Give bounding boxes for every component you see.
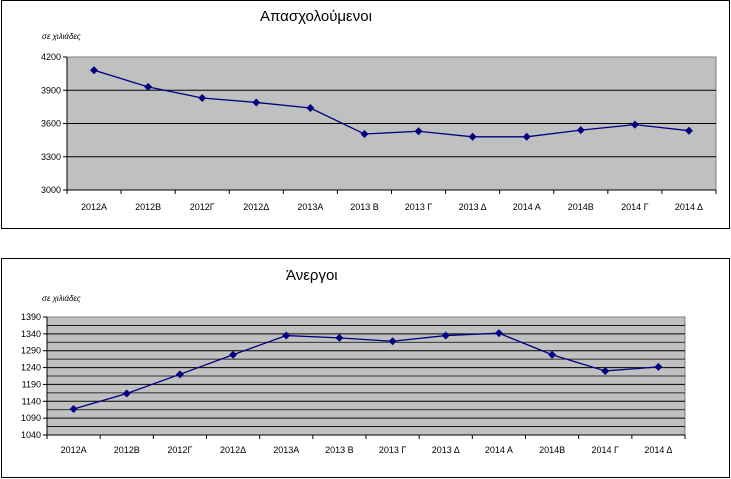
chart1-y-tick-label: 3300 bbox=[41, 152, 61, 162]
chart2-data-point bbox=[441, 331, 450, 340]
employed-chart-panel: Απασχολούμενοι σε χιλιάδες 3000 3300 3600 3… bbox=[1, 0, 730, 229]
chart1-data-point bbox=[360, 130, 369, 139]
chart1-data-point bbox=[522, 132, 531, 141]
chart2-data-point bbox=[654, 362, 663, 371]
chart2-y-tick-label: 1340 bbox=[21, 329, 41, 339]
chart2-y-tick-label: 1090 bbox=[21, 413, 41, 423]
chart2-x-tick-label: 2012A bbox=[61, 445, 87, 455]
chart2-series-line bbox=[73, 332, 659, 410]
chart2-y-tick-label: 1240 bbox=[21, 363, 41, 373]
chart2-x-tick-label: 2014B bbox=[539, 445, 565, 455]
chart1-x-tick-label: 2013 B bbox=[350, 202, 379, 212]
unemployed-chart-panel: Άνεργοι σε χιλιάδες 1040 1090 1140 1190 1240… bbox=[1, 258, 730, 478]
chart1-y-tick-label: 3900 bbox=[41, 85, 61, 95]
chart1-x-tick-label: 2014 A bbox=[513, 202, 541, 212]
chart2-data-point bbox=[175, 370, 184, 379]
chart1-data-point bbox=[252, 98, 261, 107]
chart1-x-tick-label: 2014B bbox=[568, 202, 594, 212]
chart1-data-point bbox=[306, 103, 315, 112]
chart1-x-tick-label: 2014 Δ bbox=[675, 202, 703, 212]
chart2-y-tick-label: 1040 bbox=[21, 430, 41, 440]
employed-chart: Απασχολούμενοι σε χιλιάδες 3000 3300 3600 3… bbox=[41, 8, 717, 212]
chart1-series-line bbox=[93, 69, 690, 138]
unemployed-y-unit: σε χιλιάδες bbox=[42, 294, 81, 303]
chart1-data-point bbox=[414, 127, 423, 136]
unemployed-chart-title: Άνεργοι bbox=[286, 267, 338, 284]
chart1-x-tick-label: 2012Γ bbox=[190, 202, 215, 212]
chart2-x-tick-label: 2014 A bbox=[485, 445, 513, 455]
chart1-x-tick-label: 2012B bbox=[135, 202, 161, 212]
chart2-x-tick-label: 2013 Δ bbox=[432, 445, 460, 455]
chart2-data-point bbox=[388, 337, 397, 346]
chart1-x-tick-label: 2013 Δ bbox=[459, 202, 487, 212]
chart1-x-tick-label: 2013A bbox=[297, 202, 323, 212]
chart2-y-tick-label: 1140 bbox=[22, 396, 41, 406]
chart2-y-tick-label: 1190 bbox=[22, 379, 41, 389]
chart1-data-point bbox=[198, 94, 207, 103]
chart2-data-point bbox=[601, 366, 610, 375]
chart1-data-point bbox=[630, 120, 639, 129]
employed-chart-title: Απασχολούμενοι bbox=[260, 8, 372, 25]
chart2-x-tick-label: 2012B bbox=[114, 445, 140, 455]
chart2-x-tick-label: 2014 Γ bbox=[592, 445, 620, 455]
chart1-data-point bbox=[144, 82, 153, 91]
chart2-data-point bbox=[335, 333, 344, 342]
chart2-x-tick-label: 2013 B bbox=[325, 445, 354, 455]
chart2-data-point bbox=[494, 329, 503, 338]
chart1-data-point bbox=[90, 66, 99, 75]
chart2-data-point bbox=[122, 389, 131, 398]
chart2-y-tick-label: 1290 bbox=[21, 346, 41, 356]
chart1-y-tick-label: 3000 bbox=[41, 185, 61, 195]
chart2-data-point bbox=[548, 350, 557, 359]
chart1-x-tick-label: 2014 Γ bbox=[621, 202, 649, 212]
chart2-x-tick-label: 2013A bbox=[273, 445, 299, 455]
chart2-x-tick-label: 2013 Γ bbox=[379, 445, 407, 455]
chart2-x-tick-label: 2012Δ bbox=[220, 445, 246, 455]
chart2-data-point bbox=[282, 331, 291, 340]
chart1-x-tick-label: 2012A bbox=[81, 202, 107, 212]
chart1-x-tick-label: 2012Δ bbox=[243, 202, 269, 212]
chart2-data-point bbox=[69, 405, 78, 414]
chart1-y-tick-label: 4200 bbox=[41, 52, 61, 62]
unemployed-chart: Άνεργοι σε χιλιάδες 1040 1090 1140 1190 1240… bbox=[21, 267, 686, 455]
chart2-data-point bbox=[229, 350, 238, 359]
chart2-x-tick-label: 2014 Δ bbox=[644, 445, 672, 455]
chart1-y-tick-label: 3600 bbox=[41, 119, 61, 129]
chart1-x-tick-label: 2013 Γ bbox=[405, 202, 433, 212]
employed-y-unit: σε χιλιάδες bbox=[42, 32, 81, 41]
chart1-data-point bbox=[468, 132, 477, 141]
chart2-x-tick-label: 2012Γ bbox=[167, 445, 192, 455]
chart2-y-tick-label: 1390 bbox=[21, 312, 41, 322]
